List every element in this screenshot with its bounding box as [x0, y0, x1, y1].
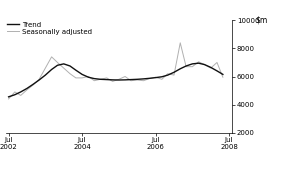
Y-axis label: $m: $m [255, 16, 268, 25]
Legend: Trend, Seasonally adjusted: Trend, Seasonally adjusted [7, 22, 92, 35]
